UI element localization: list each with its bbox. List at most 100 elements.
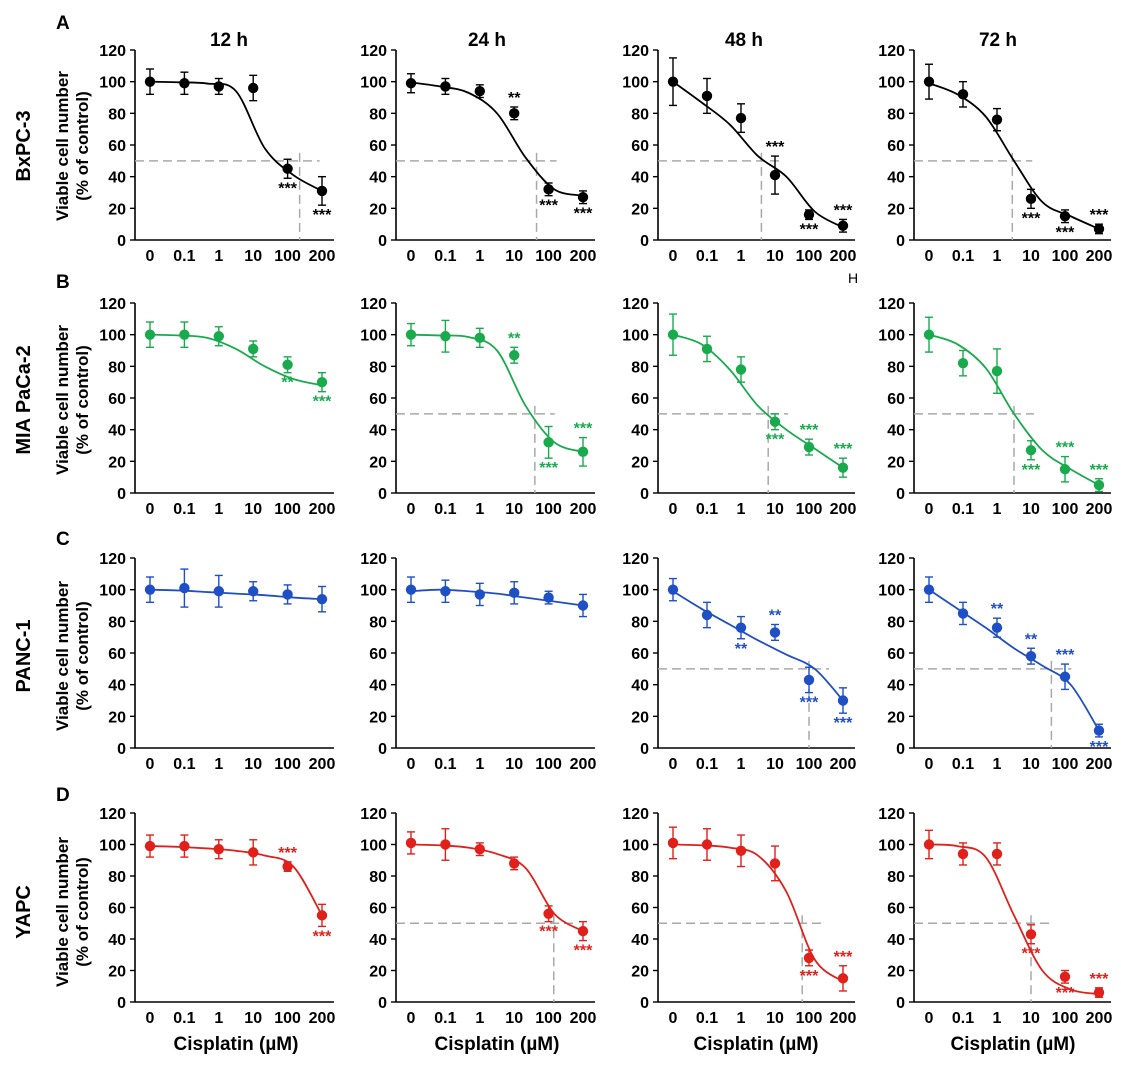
x-tick-label: 10 <box>766 248 784 265</box>
fit-curve <box>410 333 584 453</box>
x-tick-label: 10 <box>505 1010 523 1027</box>
x-tick-label: 0.1 <box>173 1010 195 1027</box>
significance-label: *** <box>313 207 332 224</box>
y-tick-label: 100 <box>360 838 387 855</box>
time-header-24h: 24 h <box>468 30 506 51</box>
significance-label: *** <box>834 202 853 219</box>
data-point <box>1093 223 1105 235</box>
data-point <box>991 848 1003 860</box>
data-point <box>735 112 747 124</box>
data-point <box>440 839 451 850</box>
y-axis-title-line2: (% of control) <box>73 601 92 711</box>
y-tick-label: 80 <box>631 614 649 631</box>
fit-curve <box>149 845 323 916</box>
y-tick-label: 60 <box>369 391 387 408</box>
data-point <box>769 416 781 427</box>
data-point <box>923 584 935 595</box>
significance-label: ** <box>508 330 521 347</box>
y-tick-label: 20 <box>887 454 905 471</box>
y-tick-label: 80 <box>631 359 649 376</box>
data-point <box>837 973 849 984</box>
y-tick-label: 80 <box>108 106 126 123</box>
data-point <box>144 840 156 852</box>
data-point <box>543 592 554 603</box>
time-header-12h: 12 h <box>210 30 248 51</box>
y-tick-label: 100 <box>622 838 649 855</box>
x-axis-title-24h: Cisplatin (µM) <box>435 1034 560 1055</box>
x-tick-label: 0.1 <box>696 1010 718 1027</box>
y-tick-label: 120 <box>99 296 126 313</box>
data-point <box>213 331 224 342</box>
x-tick-label: 100 <box>535 248 562 265</box>
y-tick-label: 40 <box>887 678 905 695</box>
y-tick-label: 80 <box>108 869 126 886</box>
data-point <box>957 848 969 860</box>
x-tick-label: 0 <box>669 756 678 773</box>
x-tick-label: 0 <box>146 248 155 265</box>
y-tick-label: 20 <box>108 709 126 726</box>
significance-label: *** <box>1022 946 1041 963</box>
significance-label: *** <box>1090 462 1109 479</box>
data-point <box>1059 971 1071 982</box>
y-tick-label: 60 <box>369 138 387 155</box>
data-point <box>667 329 679 340</box>
significance-label: *** <box>766 432 785 449</box>
x-tick-label: 100 <box>535 1010 562 1027</box>
y-tick-label: 80 <box>887 614 905 631</box>
x-tick-label: 0.1 <box>173 501 195 518</box>
y-axis-title-line2: (% of control) <box>73 857 92 967</box>
y-tick-label: 20 <box>108 964 126 981</box>
x-tick-label: 1 <box>475 248 484 265</box>
x-tick-label: 0.1 <box>434 248 456 265</box>
y-tick-label: 40 <box>369 932 387 949</box>
data-point <box>1059 211 1071 222</box>
y-tick-label: 20 <box>369 964 387 981</box>
significance-label: *** <box>1022 462 1041 479</box>
significance-label: ** <box>508 90 521 107</box>
y-axis-title-line2: (% of control) <box>73 345 92 455</box>
significance-label: *** <box>834 715 853 732</box>
y-tick-label: 20 <box>631 964 649 981</box>
y-tick-label: 40 <box>887 423 905 440</box>
x-tick-label: 0.1 <box>434 501 456 518</box>
significance-label: ** <box>769 608 782 625</box>
significance-label: *** <box>766 139 785 156</box>
y-axis-title-a: Viable cell number (% of control) <box>53 71 92 221</box>
y-tick-label: 40 <box>369 678 387 695</box>
significance-label: *** <box>1056 440 1075 457</box>
fit-curve <box>149 588 323 601</box>
data-point <box>1059 464 1071 475</box>
data-point <box>282 589 293 600</box>
y-tick-label: 100 <box>878 583 905 600</box>
y-tick-label: 40 <box>887 170 905 187</box>
significance-label: ** <box>735 641 748 658</box>
data-point <box>923 329 935 340</box>
y-tick-label: 0 <box>640 233 649 250</box>
data-point <box>923 839 935 850</box>
y-tick-label: 20 <box>631 201 649 218</box>
y-tick-label: 0 <box>378 995 387 1012</box>
x-tick-label: 100 <box>274 1010 301 1027</box>
significance-label: ** <box>991 601 1004 618</box>
y-tick-label: 120 <box>622 296 649 313</box>
data-point <box>405 584 417 595</box>
y-tick-label: 120 <box>99 551 126 568</box>
y-tick-label: 120 <box>878 43 905 60</box>
data-point <box>213 844 224 855</box>
x-tick-label: 100 <box>796 248 823 265</box>
panel-letter-a: A <box>56 13 70 34</box>
fit-curve <box>672 80 844 229</box>
y-tick-label: 0 <box>640 741 649 758</box>
x-tick-label: 0.1 <box>696 248 718 265</box>
data-point <box>837 220 849 231</box>
data-point <box>667 76 679 87</box>
chart-panel-c-2: 0 20 40 60 80 100 120 0 0.1 1 10 100 200 <box>360 551 596 773</box>
x-tick-label: 0.1 <box>952 1010 974 1027</box>
x-tick-label: 0.1 <box>173 248 195 265</box>
data-point <box>701 839 713 850</box>
y-tick-label: 80 <box>887 359 905 376</box>
y-tick-label: 60 <box>108 646 126 663</box>
y-axis-title-line1: Viable cell number <box>53 837 72 987</box>
significance-label: *** <box>1056 647 1075 664</box>
